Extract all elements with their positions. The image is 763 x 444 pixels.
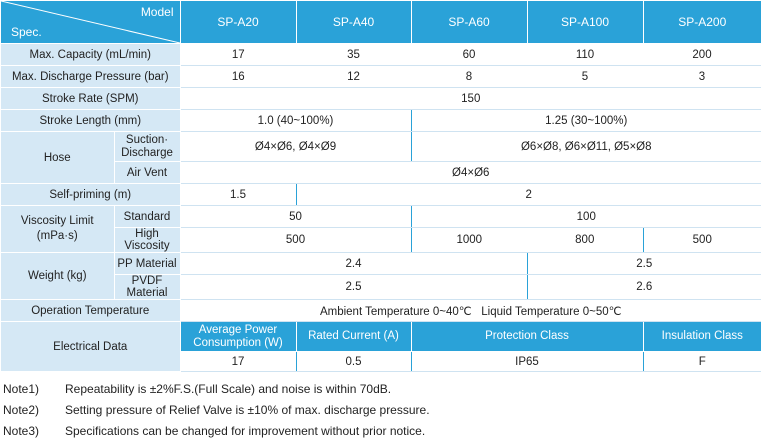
- table-cell: 0.5: [296, 351, 412, 372]
- table-row: Viscosity Limit (mPa·s) Standard 50 100: [1, 205, 761, 253]
- table-cell: 17: [180, 43, 296, 66]
- note-item: Note1) Repeatability is ±2%F.S.(Full Scal…: [3, 379, 430, 400]
- model-label: Model: [140, 5, 174, 19]
- diagonal-line: [1, 1, 180, 43]
- model-header: SP-A100: [526, 1, 643, 44]
- table-cell: 5: [527, 65, 643, 88]
- corner-cell: Model Spec.: [1, 1, 180, 44]
- table-cell: 500: [180, 227, 411, 253]
- table-row: Operation Temperature Ambient Temperatur…: [1, 299, 761, 322]
- table-cell: 35: [296, 43, 411, 66]
- row-label: Weight (kg): [1, 252, 115, 300]
- row-label: Electrical Data: [1, 321, 181, 372]
- row-label: Self-priming (m): [1, 183, 181, 206]
- table-row: Hose Suction· Discharge Ø4×Ø6, Ø4×Ø9 Ø6×…: [1, 131, 761, 184]
- table-row: Max. Discharge Pressure (bar) 16 12 8 5 …: [1, 65, 761, 88]
- model-header: SP-A60: [410, 1, 527, 44]
- table-row: PVDF Material 2.5 2.6: [1, 274, 761, 300]
- row-label: Viscosity Limit (mPa·s): [1, 205, 115, 253]
- table-row: Max. Capacity (mL/min) 17 35 60 110 200: [1, 43, 761, 66]
- table-row: 17 0.5 IP65 F: [1, 351, 761, 372]
- table-cell: 2.6: [527, 274, 761, 300]
- table-cell: 12: [296, 65, 411, 88]
- row-label: Stroke Length (mm): [1, 109, 181, 132]
- table-cell: 17: [180, 351, 297, 372]
- note-label: Note1): [3, 382, 40, 396]
- table-cell: 2.5: [527, 252, 761, 275]
- model-header: SP-A20: [179, 1, 296, 44]
- table-cell: 1.0 (40~100%): [180, 109, 412, 132]
- model-header: SP-A40: [295, 1, 411, 44]
- table-cell: 500: [642, 227, 761, 253]
- sub-label: Suction· Discharge: [113, 131, 181, 162]
- table-row: Weight (kg) PP Material 2.4 2.5: [1, 252, 761, 300]
- table-cell: 110: [527, 43, 643, 66]
- row-label: Max. Discharge Pressure (bar): [1, 65, 181, 88]
- table-cell: Ambient Temperature 0~40℃ Liquid Tempera…: [180, 299, 761, 322]
- table-cell: 1.5: [180, 183, 297, 206]
- note-label: Note3): [3, 424, 40, 438]
- header-row: Model Spec. SP-A20 SP-A40 SP-A60 SP-A100…: [1, 1, 761, 44]
- table-cell: 2.4: [180, 252, 528, 275]
- electrical-header: Rated Current (A): [296, 321, 412, 352]
- table-cell: F: [643, 351, 761, 372]
- table-cell: 1000: [410, 227, 527, 253]
- model-header: SP-A200: [642, 1, 761, 44]
- note-text: Repeatability is ±2%F.S.(Full Scale) and…: [65, 382, 392, 396]
- table-cell: Ø6×Ø8, Ø6×Ø11, Ø5×Ø8: [411, 131, 761, 162]
- sub-label: PVDF Material: [113, 274, 181, 300]
- electrical-header: Protection Class: [411, 321, 644, 352]
- table-cell: 200: [643, 43, 761, 66]
- table-row: Stroke Rate (SPM) 150: [1, 87, 761, 110]
- table-cell: 100: [411, 205, 761, 228]
- table-row: Self-priming (m) 1.5 2: [1, 183, 761, 206]
- row-label: Max. Capacity (mL/min): [1, 43, 181, 66]
- table-row: Stroke Length (mm) 1.0 (40~100%) 1.25 (3…: [1, 109, 761, 132]
- table-cell: Ø4×Ø6, Ø4×Ø9: [180, 131, 412, 162]
- electrical-header: Average Power Consumption (W): [180, 321, 297, 352]
- note-text: Setting pressure of Relief Valve is ±10%…: [65, 403, 430, 417]
- table-cell: 150: [180, 87, 761, 110]
- table-cell: 3: [643, 65, 761, 88]
- notes: Note1) Repeatability is ±2%F.S.(Full Scal…: [3, 379, 430, 442]
- sub-label: High Viscosity: [113, 227, 181, 253]
- table-row: Air Vent Ø4×Ø6: [1, 161, 761, 184]
- table-cell: 1.25 (30~100%): [411, 109, 761, 132]
- sub-label: Standard: [113, 205, 181, 228]
- electrical-header: Insulation Class: [643, 321, 761, 352]
- table-row: Electrical Data Average Power Consumptio…: [1, 321, 761, 372]
- table-cell: 16: [180, 65, 296, 88]
- row-label: Hose: [1, 131, 115, 184]
- row-label: Operation Temperature: [1, 299, 181, 322]
- table-cell: 60: [411, 43, 527, 66]
- table-cell: 8: [411, 65, 527, 88]
- note-item: Note3) Specifications can be changed for …: [3, 421, 430, 442]
- table-cell: Ø4×Ø6: [180, 161, 761, 184]
- sub-label: Air Vent: [113, 161, 181, 184]
- table-cell: 800: [527, 227, 643, 253]
- spec-label: Spec.: [11, 25, 42, 39]
- sub-label: PP Material: [113, 252, 181, 275]
- table-cell: 2: [296, 183, 761, 206]
- table-cell: 50: [180, 205, 412, 228]
- note-text: Specifications can be changed for improv…: [65, 424, 426, 438]
- note-item: Note2) Setting pressure of Relief Valve i…: [3, 400, 430, 421]
- table-cell: 2.5: [180, 274, 528, 300]
- table-row: High Viscosity 500 1000 800 500: [1, 227, 761, 253]
- row-label: Stroke Rate (SPM): [1, 87, 181, 110]
- note-label: Note2): [3, 403, 40, 417]
- table-cell: IP65: [411, 351, 644, 372]
- spec-table: Model Spec. SP-A20 SP-A40 SP-A60 SP-A100…: [1, 1, 761, 372]
